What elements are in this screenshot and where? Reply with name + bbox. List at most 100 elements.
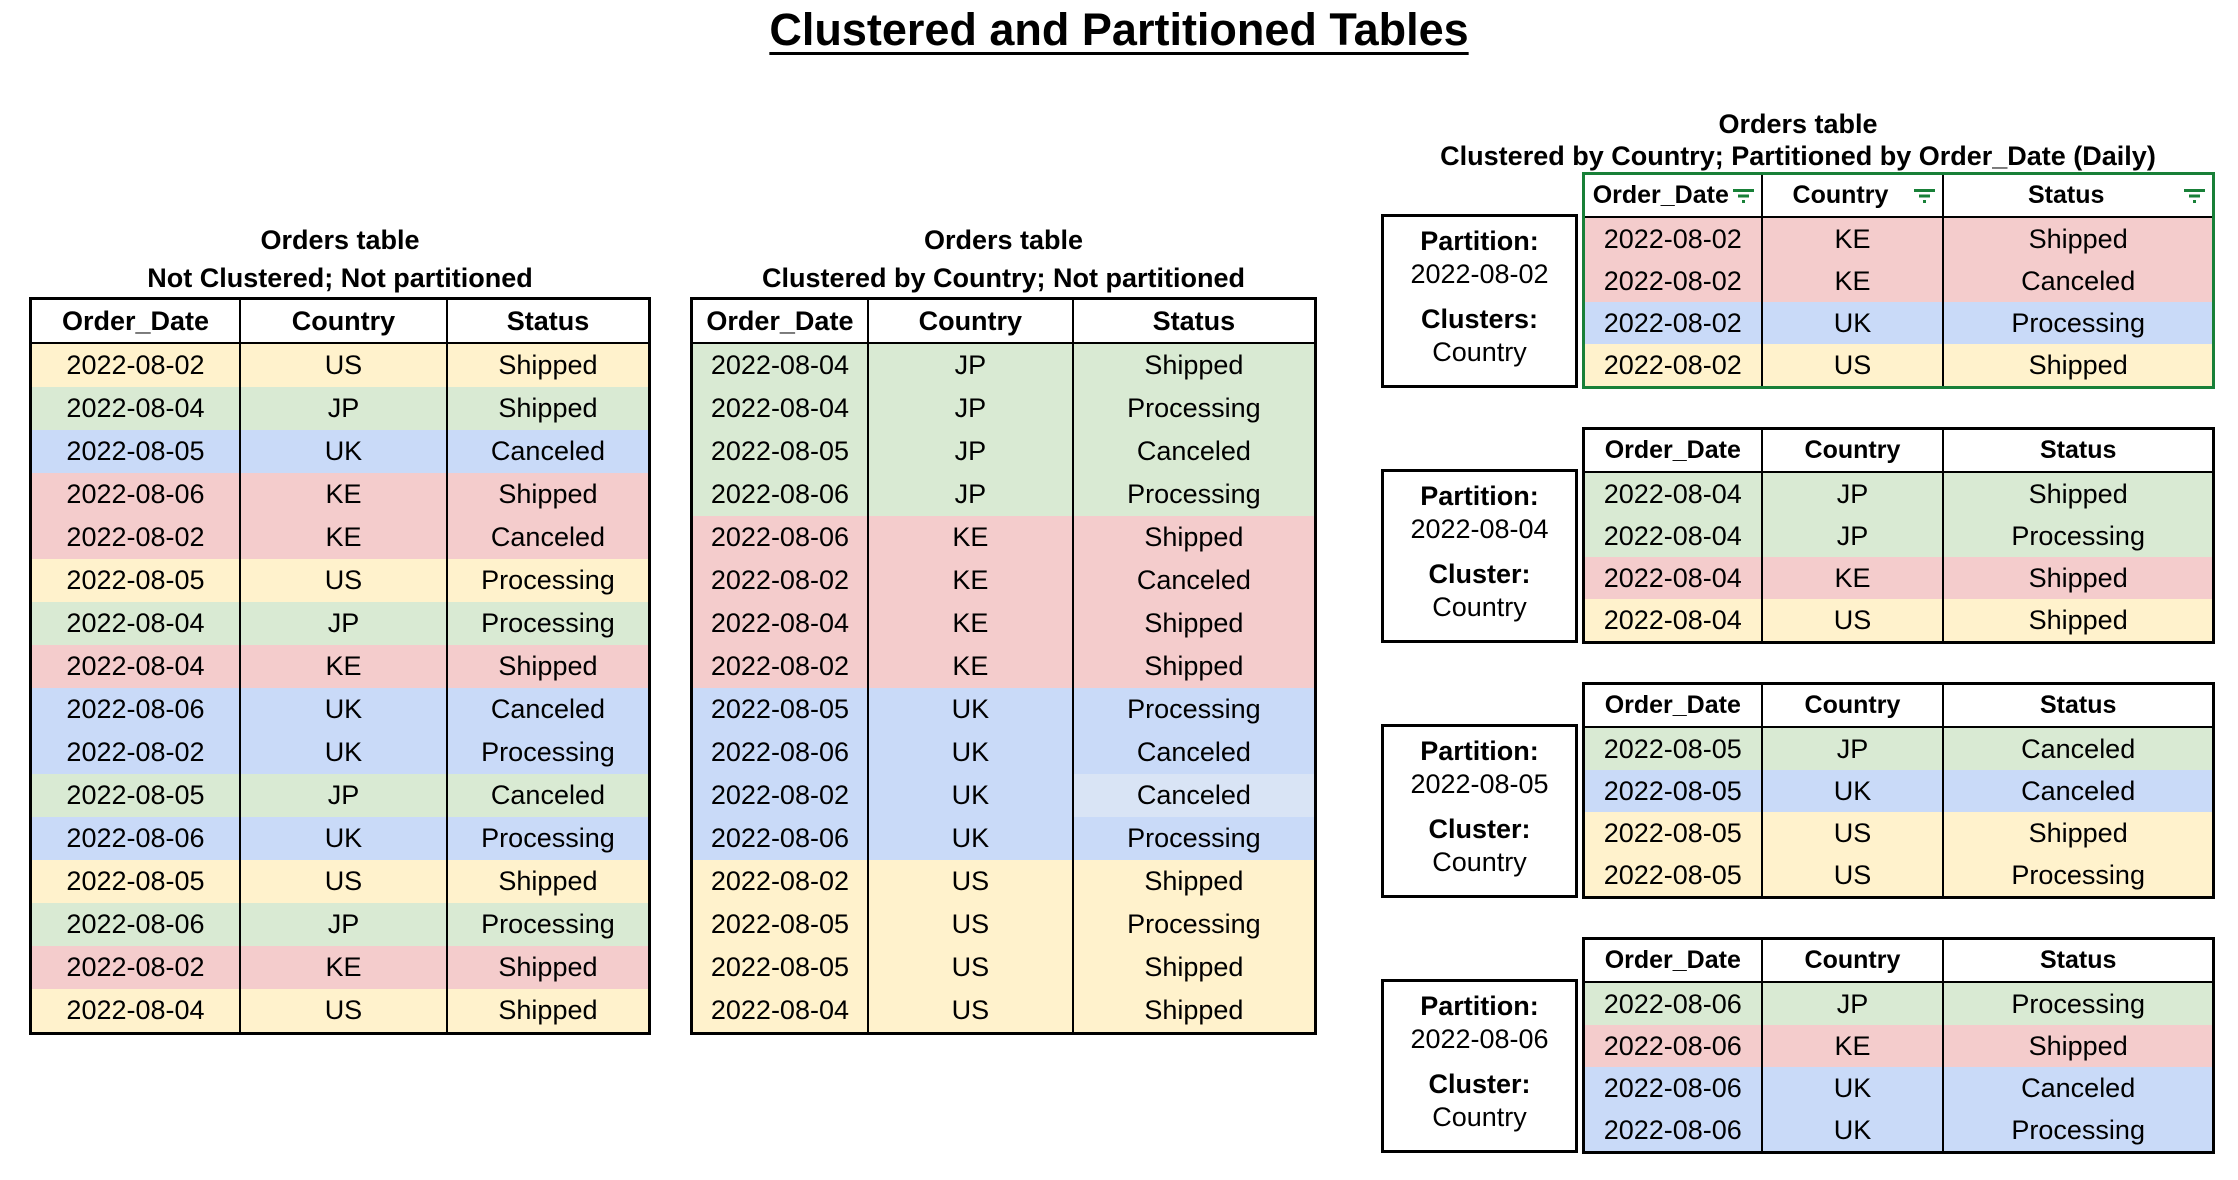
partition-group-2022-08-06: Partition: 2022-08-06 Cluster: Country O… [1381, 937, 2215, 1154]
table-row: 2022-08-06 JP Processing [693, 473, 1314, 516]
cell-order-date: 2022-08-04 [1603, 478, 1742, 509]
cell-order-date: 2022-08-05 [1603, 733, 1742, 764]
table-body: 2022-08-02 KE Shipped 2022-08-02 KE Canc… [1585, 218, 2212, 386]
cell-status: Shipped [1071, 860, 1314, 903]
cell-order-date: 2022-08-02 [1603, 307, 1742, 338]
table-title: Orders table [923, 225, 1084, 255]
cell-order-date: 2022-08-04 [1603, 520, 1742, 551]
cell-status: Processing [445, 903, 648, 946]
table-row: 2022-08-05 US Processing [32, 559, 648, 602]
table-row: 2022-08-06 KE Shipped [32, 473, 648, 516]
partition-table: Order_Date Country Status 2022-08-06 JP … [1582, 937, 2215, 1154]
cell-status: Canceled [445, 688, 648, 731]
cell-country: JP [238, 387, 446, 430]
table-row: 2022-08-06 UK Canceled [1585, 1067, 2212, 1109]
cell-status: Canceled [1942, 260, 2212, 302]
cell-order-date: 2022-08-06 [1603, 1072, 1742, 1103]
cell-status: Shipped [1942, 218, 2212, 260]
table-row: 2022-08-06 JP Processing [1585, 983, 2212, 1025]
cell-country: US [1760, 344, 1943, 386]
cell-status: Processing [1942, 854, 2212, 896]
table-row: 2022-08-06 JP Processing [32, 903, 648, 946]
cell-country: JP [866, 430, 1072, 473]
table-body: 2022-08-04 JP Shipped 2022-08-04 JP Proc… [1585, 473, 2212, 641]
table-row: 2022-08-04 KE Shipped [32, 645, 648, 688]
partition-group-2022-08-02: Partition: 2022-08-02 Clusters: Country … [1381, 172, 2215, 389]
column-header-country: Country [1760, 940, 1943, 981]
filter-list-icon [1732, 188, 1754, 203]
table-body: 2022-08-05 JP Canceled 2022-08-05 UK Can… [1585, 728, 2212, 896]
cell-status: Processing [1071, 817, 1314, 860]
cell-order-date: 2022-08-04 [66, 608, 205, 638]
cell-status: Processing [445, 817, 648, 860]
cell-order-date: 2022-08-04 [710, 350, 849, 380]
cluster-value: Country [1432, 847, 1527, 877]
cell-order-date: 2022-08-05 [710, 952, 849, 982]
table-row: 2022-08-04 JP Processing [1585, 515, 2212, 557]
column-header-order-date: Order_Date [1604, 946, 1741, 974]
cluster-value: Country [1432, 337, 1527, 367]
cell-order-date: 2022-08-02 [1603, 349, 1742, 380]
table-row: 2022-08-05 US Processing [1585, 854, 2212, 896]
table-body: 2022-08-02 US Shipped 2022-08-04 JP Ship… [32, 344, 648, 1032]
cell-order-date: 2022-08-06 [66, 909, 205, 939]
cell-status: Shipped [1071, 516, 1314, 559]
table-row: 2022-08-04 JP Processing [693, 387, 1314, 430]
table-row: 2022-08-02 US Shipped [32, 344, 648, 387]
cluster-value: Country [1432, 592, 1527, 622]
cell-status: Canceled [445, 516, 648, 559]
table-row: 2022-08-04 JP Processing [32, 602, 648, 645]
cell-status: Canceled [1071, 731, 1314, 774]
column-header-status: Status [1942, 940, 2212, 981]
cell-status: Processing [1071, 903, 1314, 946]
table-row: 2022-08-05 JP Canceled [693, 430, 1314, 473]
cell-country: JP [238, 774, 446, 817]
cell-country: US [238, 860, 446, 903]
cell-order-date: 2022-08-05 [710, 909, 849, 939]
cell-status: Processing [1942, 515, 2212, 557]
cell-country: KE [866, 559, 1072, 602]
cell-country: KE [1760, 218, 1943, 260]
cell-order-date: 2022-08-05 [710, 436, 849, 466]
cell-country: JP [1760, 983, 1943, 1025]
table-row: 2022-08-02 UK Canceled [693, 774, 1314, 817]
cell-country: JP [866, 344, 1072, 387]
section-clustered-partitioned: Orders table Clustered by Country; Parti… [1381, 108, 2215, 1180]
cell-country: UK [866, 731, 1072, 774]
cell-status: Processing [1071, 688, 1314, 731]
cell-country: UK [1760, 1109, 1943, 1151]
cell-status: Shipped [445, 946, 648, 989]
cell-status: Processing [1942, 983, 2212, 1025]
section-not-clustered: Orders table Not Clustered; Not partitio… [29, 221, 651, 1035]
cell-status: Shipped [445, 645, 648, 688]
table-row: 2022-08-02 KE Shipped [693, 645, 1314, 688]
table-row: 2022-08-04 US Shipped [1585, 599, 2212, 641]
cell-country: US [866, 860, 1072, 903]
cell-status: Canceled [1071, 774, 1314, 817]
table-header: Order_Date Country Status [32, 300, 648, 344]
cell-status: Processing [445, 559, 648, 602]
cell-status: Shipped [1071, 946, 1314, 989]
cell-order-date: 2022-08-04 [66, 995, 205, 1025]
table-row: 2022-08-02 KE Shipped [32, 946, 648, 989]
cell-order-date: 2022-08-04 [1603, 562, 1742, 593]
cell-order-date: 2022-08-05 [66, 866, 205, 896]
column-header-country: Country [1760, 685, 1943, 726]
table-row: 2022-08-05 US Shipped [1585, 812, 2212, 854]
table-row: 2022-08-05 UK Canceled [32, 430, 648, 473]
column-header-country: Country [1760, 175, 1943, 216]
filter-list-icon [2183, 188, 2205, 203]
cell-country: KE [866, 602, 1072, 645]
table-row: 2022-08-05 UK Canceled [1585, 770, 2212, 812]
cell-order-date: 2022-08-06 [710, 479, 849, 509]
cluster-label: Cluster: [1428, 814, 1531, 844]
cell-status: Processing [445, 731, 648, 774]
cell-country: US [866, 903, 1072, 946]
cell-status: Shipped [445, 989, 648, 1032]
cell-status: Shipped [1071, 645, 1314, 688]
cell-country: KE [238, 946, 446, 989]
cell-order-date: 2022-08-06 [710, 522, 849, 552]
table-row: 2022-08-02 KE Shipped [1585, 218, 2212, 260]
cell-order-date: 2022-08-02 [66, 952, 205, 982]
